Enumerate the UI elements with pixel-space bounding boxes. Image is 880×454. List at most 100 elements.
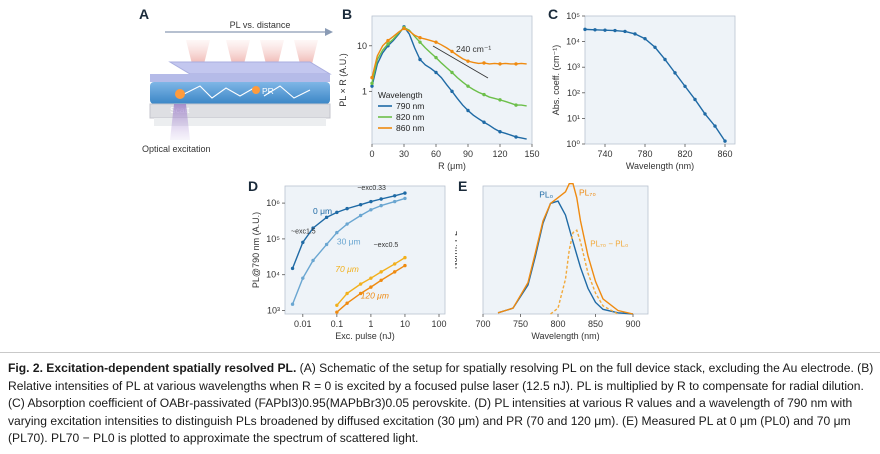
plot-area: [482, 185, 649, 315]
annotation-text: ~exc0.33: [357, 185, 386, 192]
data-point: [703, 112, 707, 116]
data-point: [345, 222, 349, 226]
data-point: [466, 59, 470, 63]
x-tick-label: 120: [492, 149, 507, 159]
pr-label: PR: [262, 86, 274, 96]
figure-caption: Fig. 2. Excitation-dependent spatially r…: [8, 360, 874, 448]
legend-entry: 860 nm: [396, 123, 424, 133]
data-point: [643, 36, 647, 41]
x-axis-label: Exc. pulse (nJ): [335, 331, 395, 341]
data-point: [358, 282, 363, 286]
data-point: [370, 81, 374, 86]
x-tick-label: 780: [637, 149, 652, 159]
x-tick-label: 820: [677, 149, 692, 159]
data-point: [403, 196, 407, 201]
data-point: [393, 262, 397, 266]
x-tick-label: 800: [550, 319, 565, 329]
legend-entry: 790 nm: [396, 101, 424, 111]
series-line: [497, 182, 634, 315]
data-point: [498, 130, 502, 134]
data-point: [370, 84, 374, 88]
data-point: [603, 28, 607, 32]
data-point: [403, 263, 407, 268]
data-point: [345, 206, 349, 211]
data-point: [369, 199, 373, 204]
data-point: [583, 27, 587, 32]
panel-label-a: A: [139, 6, 150, 22]
data-point: [379, 270, 383, 274]
data-point: [663, 57, 667, 62]
data-point: [693, 97, 697, 102]
panel-label-d: D: [248, 178, 259, 194]
data-point: [418, 40, 422, 44]
annotation-text: ~exc1.5: [291, 229, 316, 236]
data-point: [482, 61, 486, 65]
data-point: [514, 103, 518, 107]
data-point: [498, 62, 502, 66]
x-tick-label: 740: [597, 149, 612, 159]
annotation-text: ~exc0.5: [374, 242, 399, 249]
data-point: [324, 242, 329, 247]
series-line: [550, 229, 619, 315]
data-point: [402, 26, 406, 31]
series-label: 70 μm: [335, 264, 359, 274]
data-point: [393, 194, 397, 198]
data-point: [386, 38, 390, 43]
data-point: [335, 310, 339, 314]
data-point: [379, 203, 383, 208]
chart-b: 0 30 60 90 120 150 1 10 R (μm) PL × R (A.U.) 240 c…: [338, 15, 540, 171]
data-point: [335, 230, 339, 235]
panel-label-e: E: [458, 178, 468, 194]
y-axis-label: Abs. coeff. (cm⁻¹): [551, 45, 561, 116]
data-point: [370, 75, 374, 80]
data-point: [393, 199, 397, 204]
data-point: [633, 32, 637, 36]
series-label: 30 μm: [337, 236, 361, 246]
data-point: [482, 120, 486, 124]
caption-text: (A) Schematic of the setup for spatially…: [8, 361, 874, 445]
data-point: [379, 197, 383, 201]
panel-label-c: C: [548, 6, 559, 22]
data-point: [434, 70, 438, 75]
data-point: [358, 213, 363, 218]
data-point: [403, 191, 407, 195]
data-point: [514, 62, 518, 66]
legend-title: Wavelength: [378, 90, 423, 100]
data-point: [713, 124, 717, 128]
data-point: [623, 29, 627, 34]
data-point: [345, 291, 349, 296]
data-point: [450, 70, 454, 75]
y-tick-label: 10¹: [567, 113, 580, 123]
caption-title: Fig. 2. Excitation-dependent spatially r…: [8, 361, 297, 375]
series-label: PL₀: [539, 190, 553, 200]
x-tick-label: 90: [463, 149, 473, 159]
y-tick-label: 10³: [267, 306, 280, 316]
x-tick-label: 150: [524, 149, 539, 159]
data-point: [653, 45, 657, 49]
x-tick-label: 10: [400, 319, 410, 329]
panel-a-schematic: PL vs. distance PR Scatt Optical excitat…: [142, 20, 333, 154]
data-point: [450, 89, 454, 94]
y-tick-label: 10²: [567, 88, 580, 98]
data-point: [683, 84, 687, 88]
data-point: [335, 210, 339, 215]
y-tick-label: 1: [362, 86, 367, 96]
data-point: [593, 28, 597, 32]
annotation-arrow: [432, 45, 489, 79]
y-tick-label: 10³: [567, 62, 580, 72]
y-axis-label: Norm. PL: [455, 231, 459, 269]
y-tick-label: 10: [357, 41, 367, 51]
plot-area: [284, 185, 446, 315]
data-point: [290, 266, 295, 271]
data-point: [466, 108, 470, 113]
x-tick-label: 0.1: [331, 319, 344, 329]
data-point: [434, 55, 438, 60]
data-point: [369, 276, 373, 280]
chart-c: 740 780 820 860 10⁰ 10¹ 10² 10³ 10⁴ 10⁵ Wavelength…: [551, 11, 736, 171]
data-point: [379, 278, 383, 282]
x-tick-label: 30: [399, 149, 409, 159]
data-point: [450, 49, 454, 54]
data-point: [613, 28, 617, 33]
series-label: PL₇₀ − PL₀: [590, 240, 628, 249]
data-point: [482, 92, 486, 97]
